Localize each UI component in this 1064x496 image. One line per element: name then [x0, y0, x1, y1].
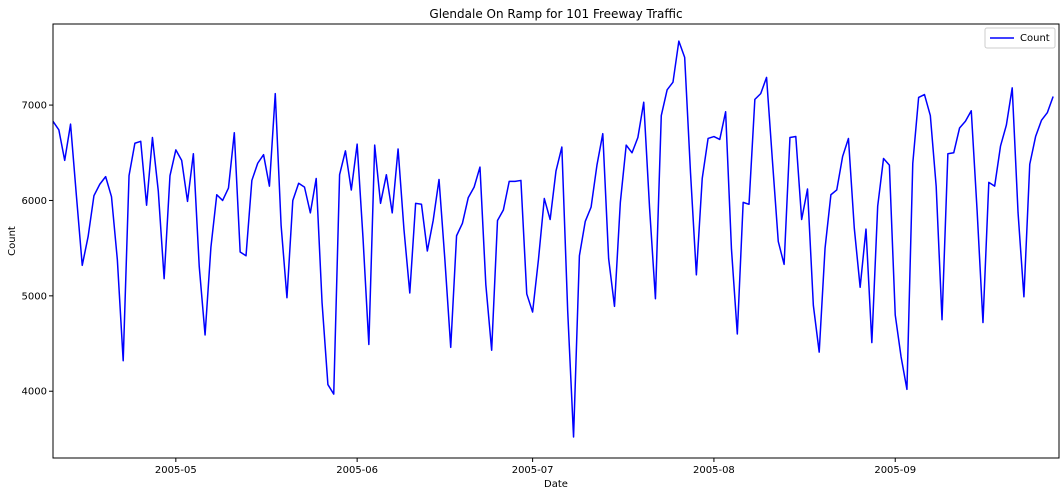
y-axis: 4000 5000 6000 7000	[22, 101, 53, 398]
x-tick-label: 2005-08	[693, 465, 735, 476]
y-tick-label: 6000	[22, 196, 47, 207]
y-axis-label: Count	[7, 226, 18, 256]
legend: Count	[984, 27, 1056, 49]
x-tick-label: 2005-07	[512, 465, 554, 476]
y-tick-label: 7000	[22, 101, 47, 112]
series-line-count	[52, 40, 1054, 438]
x-tick-label: 2005-05	[155, 465, 197, 476]
x-axis: 2005-05 2005-06 2005-07 2005-08 2005-09	[155, 458, 916, 476]
plot-frame	[52, 23, 1060, 459]
y-tick-label: 5000	[22, 291, 47, 302]
y-tick-label: 4000	[22, 387, 47, 398]
x-tick-label: 2005-06	[336, 465, 378, 476]
x-tick-label: 2005-09	[874, 465, 916, 476]
plot-area	[52, 40, 1054, 438]
legend-label-count: Count	[1020, 33, 1050, 44]
chart-title: Glendale On Ramp for 101 Freeway Traffic	[429, 7, 682, 21]
legend-box	[984, 27, 1056, 49]
x-axis-label: Date	[544, 479, 568, 490]
